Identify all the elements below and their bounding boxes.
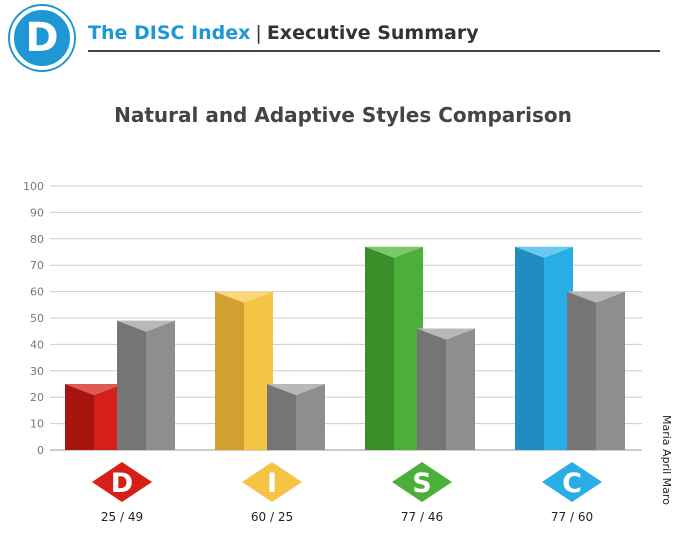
chart-title: Natural and Adaptive Styles Comparison [114,103,572,127]
category-diamond-i [242,462,302,502]
category-diamond-c [542,462,602,502]
y-tick-label: 40 [30,338,44,351]
bar-left-face [567,291,596,450]
natural-bar-i [215,291,273,450]
category-diamond-s [392,462,452,502]
y-tick-label: 0 [37,444,44,457]
person-name: Maria April Maro [660,415,673,505]
adaptive-bar-s [417,328,475,450]
value-label-i: 60 / 25 [251,510,293,524]
category-label-c: C [562,468,582,499]
category-label-i: I [267,468,277,499]
bar-right-face [244,291,273,450]
bar-top-face [65,384,123,395]
category-diamond-d [92,462,152,502]
adaptive-bar-c [567,291,625,450]
value-label-c: 77 / 60 [551,510,593,524]
value-label-s: 77 / 46 [401,510,443,524]
y-tick-label: 60 [30,286,44,299]
adaptive-bar-d [117,320,175,450]
natural-bar-c [515,246,573,450]
natural-bar-d [65,384,123,450]
bar-top-face [267,384,325,395]
header-divider [88,50,660,52]
brand-title: The DISC Index [88,22,251,44]
bar-top-face [567,291,625,303]
bar-top-face [215,291,273,303]
adaptive-bar-i [267,384,325,450]
bar-left-face [417,328,446,450]
value-label-d: 25 / 49 [101,510,143,524]
bar-right-face [94,384,123,450]
bar-top-face [515,246,573,258]
bar-right-face [296,384,325,450]
bar-right-face [596,291,625,450]
category-label-s: S [412,468,431,499]
logo-letter: D [25,15,59,61]
bar-right-face [544,246,573,450]
y-tick-label: 70 [30,259,44,272]
y-tick-label: 10 [30,418,44,431]
bar-right-face [394,246,423,450]
natural-bar-s [365,246,423,450]
y-tick-label: 90 [30,206,44,219]
bar-top-face [365,246,423,258]
bar-right-face [146,320,175,450]
bar-left-face [117,320,146,450]
header-separator: | [255,22,262,44]
bar-left-face [515,246,544,450]
y-tick-label: 30 [30,365,44,378]
bar-top-face [417,328,475,340]
y-tick-label: 20 [30,391,44,404]
y-tick-label: 80 [30,233,44,246]
page-header: The DISC Index | Executive Summary [88,22,479,44]
disc-logo-badge: D [10,6,74,70]
y-tick-label: 50 [30,312,44,325]
bar-left-face [365,246,394,450]
section-title: Executive Summary [266,22,479,44]
bar-left-face [215,291,244,450]
y-tick-label: 100 [23,180,44,193]
category-label-d: D [111,468,133,499]
bar-right-face [446,328,475,450]
bar-left-face [267,384,296,450]
bar-left-face [65,384,94,450]
bar-top-face [117,320,175,332]
